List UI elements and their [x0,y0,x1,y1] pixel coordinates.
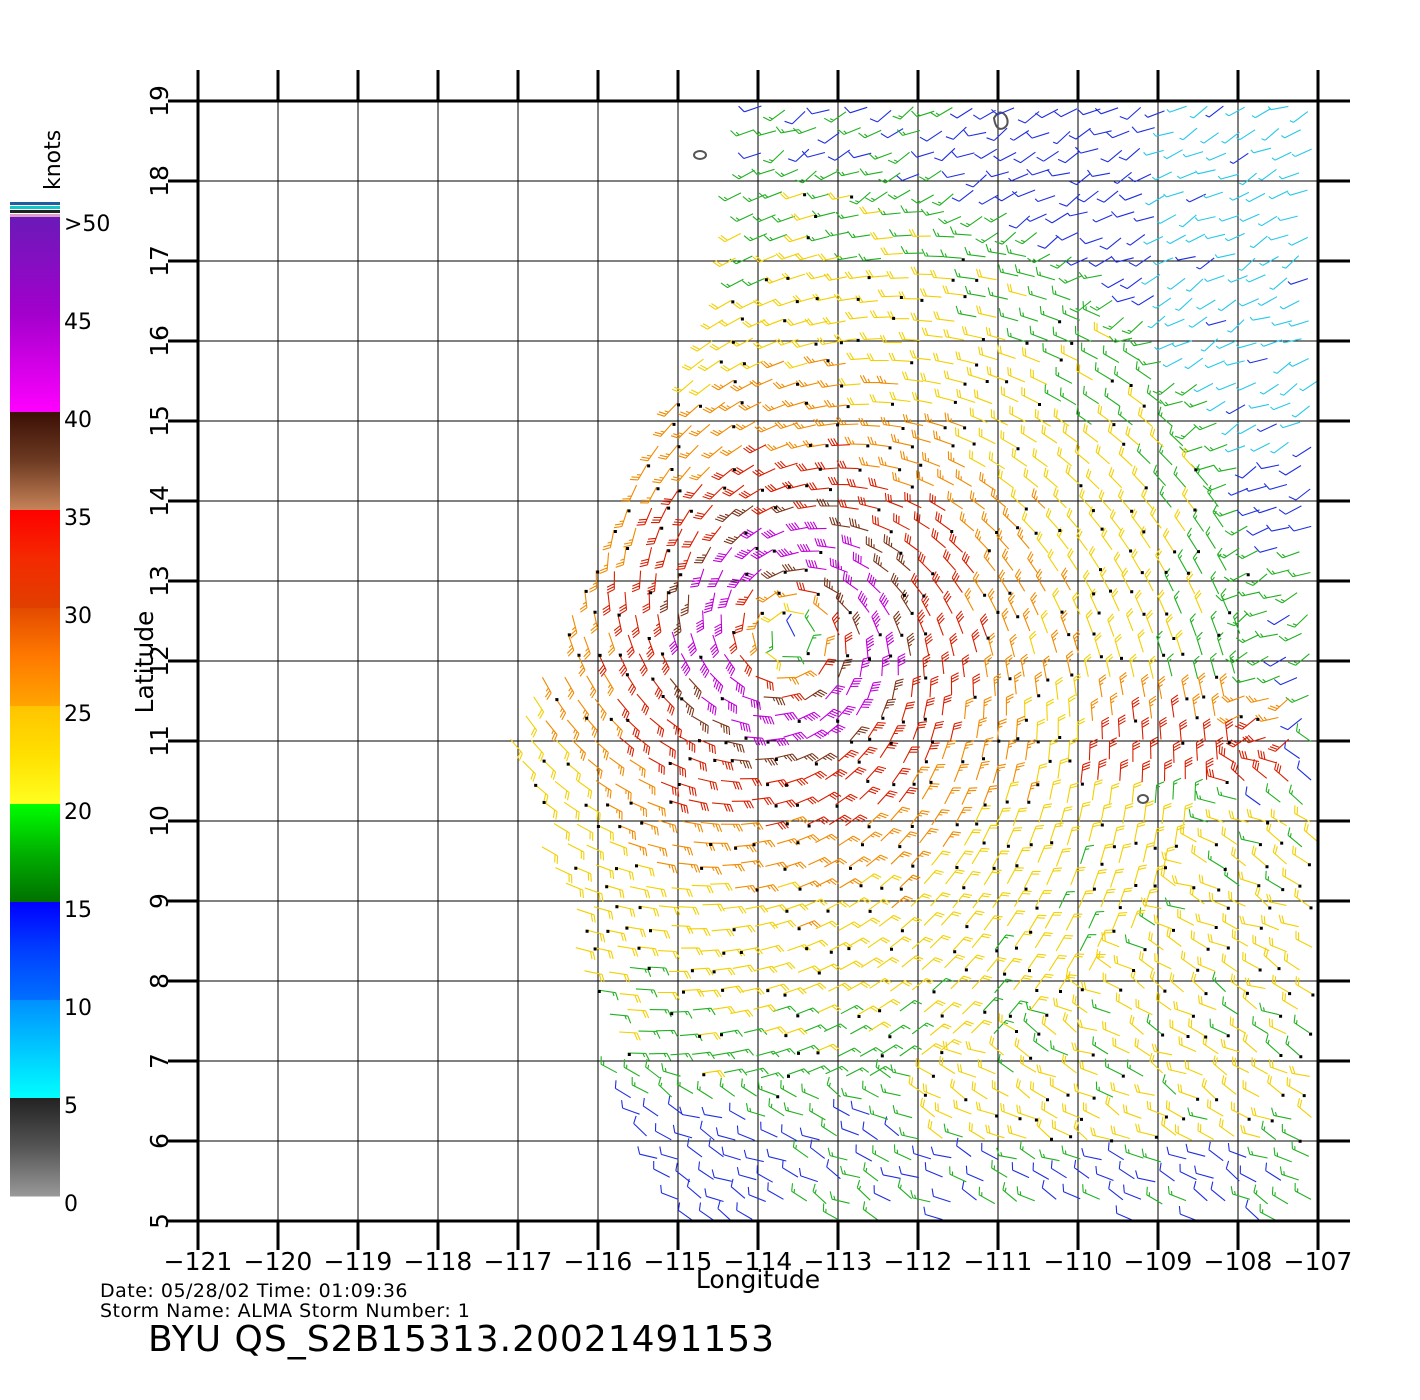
wind-barb-group [541,355,1289,928]
colorbar-cap-stripe [10,214,60,217]
wind-barb-group [668,521,906,747]
colorbar-tick-label: 45 [64,310,92,335]
y-tick-label: 14 [145,485,174,517]
colorbar-band [10,216,60,413]
colorbar-unit-label: knots [41,130,66,190]
colorbar-band [10,1098,60,1197]
colorbar-tick-label: 5 [64,1094,78,1119]
wind-barb-group [614,105,1312,1222]
island-outline [693,150,707,160]
x-tick-label: −112 [884,1247,953,1276]
coastline-features [693,111,1149,804]
x-tick-label: −109 [1124,1247,1193,1276]
y-tick-label: 15 [145,405,174,437]
colorbar [10,202,60,1197]
x-tick-label: −121 [164,1247,233,1276]
colorbar-band [10,1000,60,1099]
y-tick-label: 8 [145,973,174,989]
x-tick-label: −120 [244,1247,313,1276]
colorbar-band [10,902,60,1001]
colorbar-labels: >50 45 40 35 30 25 20 15 10 5 0 [64,212,110,1217]
y-tick-labels: 5 6 7 8 9 10 11 12 13 14 15 16 17 18 19 [145,85,174,1229]
wind-barb-group [1141,105,1319,454]
product-title: BYU QS_S2B15313.20021491153 [148,1319,775,1360]
colorbar-tick-label: 25 [64,702,92,727]
colorbar-tick-label: 15 [64,898,92,923]
colorbar-tick-label: 0 [64,1192,78,1217]
map-grid [168,70,1350,1250]
y-tick-label: 10 [145,805,174,837]
x-tick-label: −119 [324,1247,393,1276]
y-tick-label: 17 [145,245,174,277]
x-tick-label: −115 [644,1247,713,1276]
colorbar-cap-stripe [10,206,60,209]
colorbar-band [10,510,60,609]
x-tick-labels: −121 −120 −119 −118 −117 −116 −115 −114 −113 −112… [164,1247,1353,1276]
x-tick-label: −116 [564,1247,633,1276]
colorbar-cap-stripe [10,210,60,213]
x-tick-label: −117 [484,1247,553,1276]
storm-info-line: Storm Name: ALMA Storm Number: 1 [100,1300,470,1322]
x-tick-label: −114 [724,1247,793,1276]
y-tick-label: 13 [145,565,174,597]
y-tick-label: 16 [145,325,174,357]
colorbar-tick-label: >50 [64,212,110,237]
colorbar-tick-label: 20 [64,800,92,825]
colorbar-cap-stripe [10,202,60,205]
wind-barb-group [598,438,1290,830]
y-tick-label: 19 [145,85,174,117]
island-outline [992,111,1009,130]
colorbar-band [10,706,60,805]
y-tick-label: 11 [145,725,174,757]
island-outline [1137,794,1149,804]
date-time-line: Date: 05/28/02 Time: 01:09:36 [100,1280,408,1302]
x-tick-label: −108 [1204,1247,1273,1276]
colorbar-band [10,412,60,511]
y-tick-label: 6 [145,1133,174,1149]
wind-barb-group [510,192,1319,1141]
colorbar-tick-label: 10 [64,996,92,1021]
x-tick-label: −110 [1044,1247,1113,1276]
y-tick-label: 7 [145,1053,174,1069]
colorbar-band [10,804,60,903]
y-tick-label: 9 [145,893,174,909]
colorbar-tick-label: 30 [64,604,92,629]
y-tick-label: 5 [145,1213,174,1229]
x-tick-label: −111 [964,1247,1033,1276]
rain-flag-markers [534,193,1315,1143]
colorbar-band [10,608,60,707]
plot-frame [168,70,1350,1250]
y-tick-label: 12 [145,645,174,677]
colorbar-tick-label: 35 [64,506,92,531]
colorbar-tick-label: 40 [64,408,92,433]
x-tick-label: −113 [804,1247,873,1276]
x-tick-label: −118 [404,1247,473,1276]
y-axis-label: Latitude [130,611,159,714]
wind-barb-group [597,106,1312,1221]
wind-barb-group [659,498,915,769]
wind-barbs-layer [510,105,1319,1222]
y-tick-label: 18 [145,165,174,197]
x-axis-label: Longitude [696,1265,820,1294]
x-tick-label: −107 [1284,1247,1353,1276]
